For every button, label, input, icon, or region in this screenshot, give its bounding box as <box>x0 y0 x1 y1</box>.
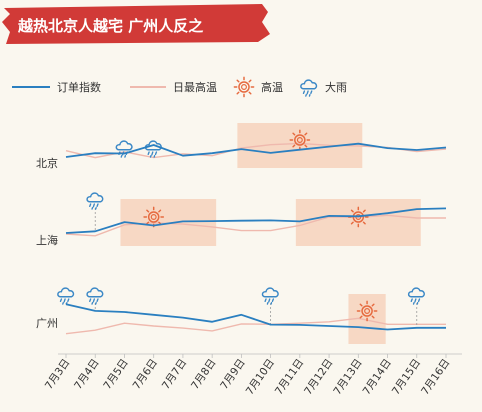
rain-icon <box>86 192 104 210</box>
x-tick-label: 7月15日 <box>390 357 423 398</box>
x-tick-label: 7月3日 <box>43 357 73 392</box>
x-tick-label: 7月8日 <box>189 357 219 392</box>
rain-icon <box>86 287 104 305</box>
order-line-1 <box>65 207 447 234</box>
legend-rain-icon <box>300 79 318 97</box>
legend-order-label: 订单指数 <box>57 80 101 94</box>
chart-title: 越热北京人越宅 广州人反之 <box>17 17 203 35</box>
legend-temp-label: 日最高温 <box>173 80 217 94</box>
x-tick-label: 7月10日 <box>244 357 277 398</box>
rain-icon <box>57 287 75 305</box>
x-axis: 7月3日 7月4日 7月5日 7月6日 7月7日 7月8日 7月9日7月10日7月11日7月… <box>43 353 462 398</box>
x-tick-label: 7月6日 <box>131 357 161 392</box>
order-line-2 <box>65 303 446 331</box>
temp-line-1 <box>65 214 446 237</box>
legend: 订单指数 日最高温 高温 大雨 <box>12 76 347 98</box>
x-tick-label: 7月14日 <box>361 357 394 398</box>
panel-2: 广州 <box>36 287 446 344</box>
order-line-0 <box>65 142 447 158</box>
rain-icon <box>115 140 133 158</box>
panel-0: 北京 <box>36 123 447 170</box>
temp-line-2 <box>65 317 446 335</box>
x-tick-label: 7月12日 <box>302 357 335 398</box>
x-tick-label: 7月11日 <box>273 357 306 398</box>
x-tick-label: 7月16日 <box>419 357 452 398</box>
legend-hot-label: 高温 <box>261 80 283 94</box>
title-banner: 越热北京人越宅 广州人反之 <box>2 4 270 44</box>
rain-icon <box>261 287 279 305</box>
x-tick-label: 7月9日 <box>218 357 248 392</box>
legend-rain-label: 大雨 <box>325 80 347 94</box>
rain-icon <box>407 287 425 305</box>
legend-sun-icon <box>233 76 255 98</box>
rain-icon <box>144 140 162 158</box>
city-label-1: 上海 <box>36 233 58 247</box>
x-tick-label: 7月5日 <box>101 357 131 392</box>
hot-band-1-0 <box>120 199 217 246</box>
panel-1: 上海 <box>36 192 447 247</box>
city-label-2: 广州 <box>36 317 58 330</box>
x-tick-label: 7月4日 <box>72 357 102 392</box>
x-tick-label: 7月7日 <box>160 357 190 392</box>
banner-shape <box>2 4 270 44</box>
x-tick-label: 7月13日 <box>331 357 364 398</box>
city-label-0: 北京 <box>36 156 58 170</box>
